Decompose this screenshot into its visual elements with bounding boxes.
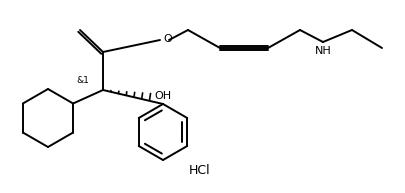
Text: HCl: HCl [189, 163, 211, 177]
Text: &1: &1 [77, 76, 90, 85]
Text: O: O [163, 34, 172, 44]
Text: NH: NH [315, 46, 331, 56]
Text: OH: OH [154, 91, 171, 101]
